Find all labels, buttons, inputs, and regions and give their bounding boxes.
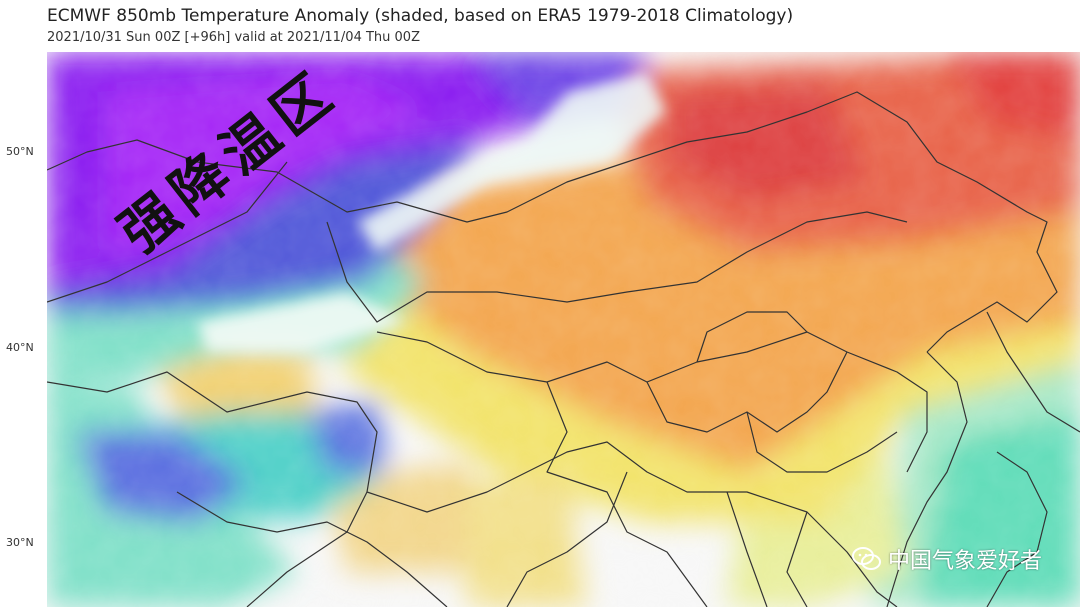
lat-label-40: 40°N [6, 341, 34, 354]
anomaly-field [47, 52, 1080, 607]
watermark-text: 中国气象爱好者 [887, 549, 1042, 574]
temperature-anomaly-map [47, 52, 1080, 607]
chart-title: ECMWF 850mb Temperature Anomaly (shaded,… [47, 6, 794, 26]
watermark: 中国气象爱好者 [851, 543, 1042, 575]
lat-label-50: 50°N [6, 145, 34, 158]
lat-label-30: 30°N [6, 536, 34, 549]
chart-subtitle: 2021/10/31 Sun 00Z [+96h] valid at 2021/… [47, 30, 420, 45]
wechat-logo-icon [851, 547, 881, 570]
